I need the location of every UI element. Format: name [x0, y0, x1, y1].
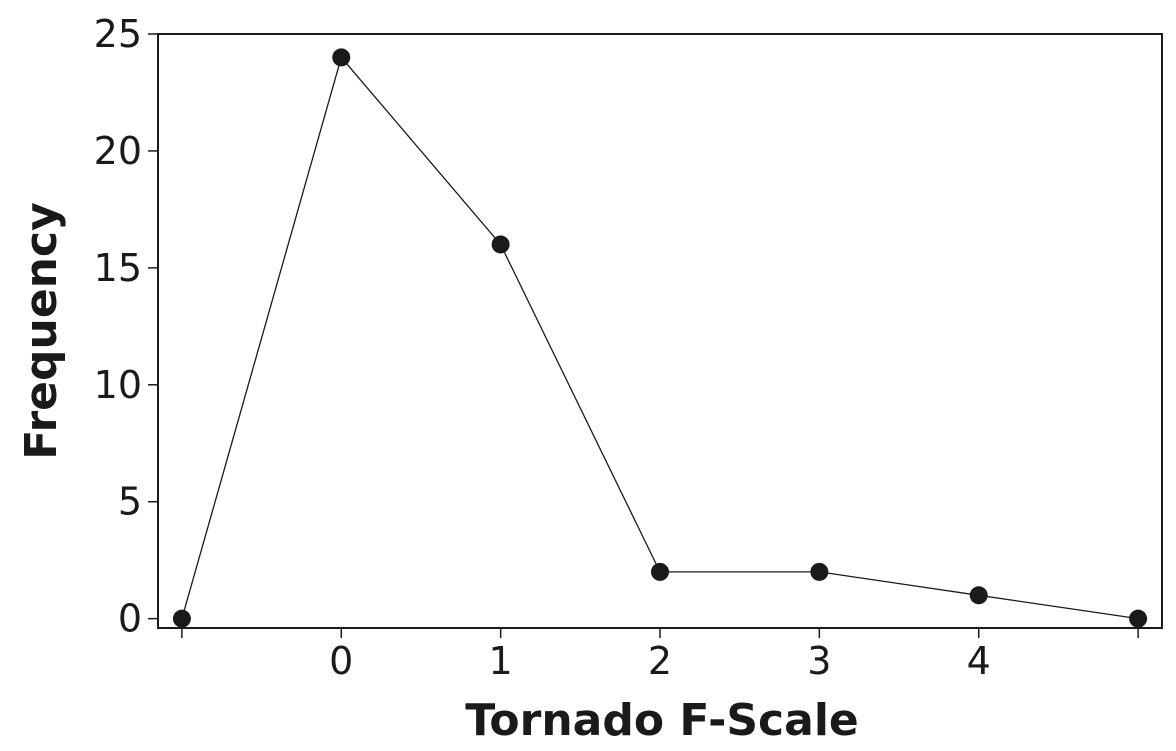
y-axis-label: Frequency: [16, 202, 67, 460]
data-point: [810, 562, 829, 581]
data-point: [1129, 609, 1148, 628]
x-axis-label: Tornado F-Scale: [465, 695, 859, 746]
y-tick-label: 20: [94, 129, 142, 173]
x-tick-label: 2: [648, 639, 672, 683]
x-tick-label: 0: [329, 639, 353, 683]
y-tick-label: 5: [118, 480, 142, 524]
data-point: [332, 48, 351, 67]
data-point: [172, 609, 191, 628]
x-axis: 0 1 2 3 4: [181, 628, 1139, 683]
y-axis: 0 5 10 15 20 25: [94, 12, 158, 641]
x-tick-label: 3: [807, 639, 831, 683]
data-points: [172, 48, 1148, 628]
y-tick-label: 0: [118, 597, 142, 641]
data-point: [651, 562, 669, 581]
y-tick-label: 15: [94, 246, 142, 290]
plot-area-frame: [157, 33, 1163, 629]
y-tick-label: 25: [94, 12, 142, 56]
data-point: [491, 235, 510, 254]
y-tick-label: 10: [94, 363, 142, 407]
series-line: [181, 56, 1139, 620]
data-point: [969, 586, 988, 605]
x-tick-label: 4: [967, 639, 991, 683]
x-tick-label: 1: [489, 639, 513, 683]
